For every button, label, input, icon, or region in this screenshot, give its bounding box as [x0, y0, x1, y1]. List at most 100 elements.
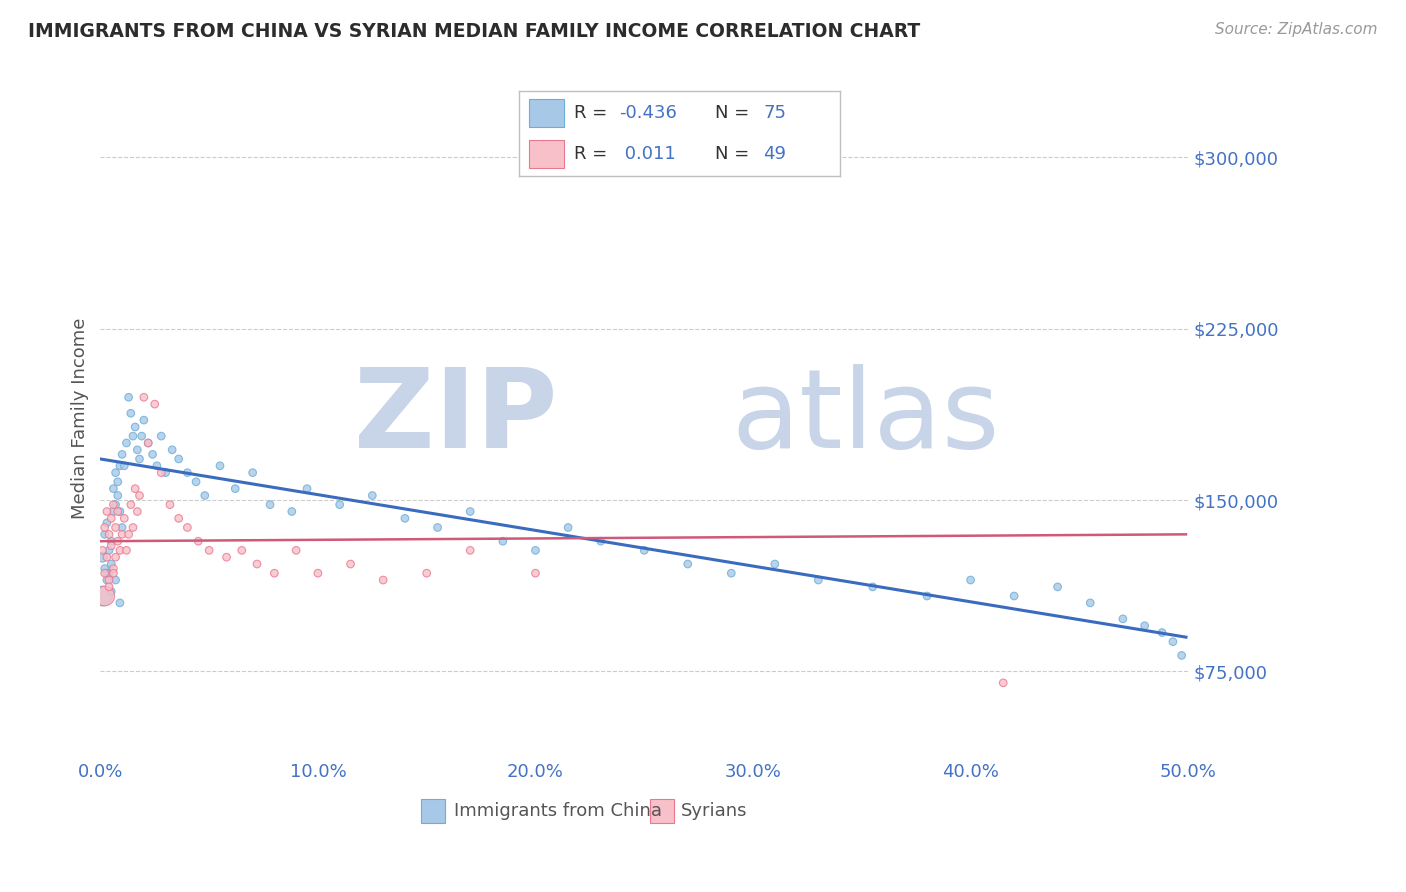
Point [111, 527, 134, 541]
Point [91, 589, 114, 603]
Point [96, 566, 118, 581]
Point [150, 429, 173, 443]
Point [146, 458, 169, 473]
Point [132, 413, 155, 427]
Point [862, 580, 884, 594]
Point [120, 406, 142, 420]
Point [108, 458, 131, 473]
Point [91, 543, 114, 558]
Point [117, 527, 139, 541]
Point [131, 429, 153, 443]
Point [127, 442, 149, 457]
Point [111, 520, 134, 534]
FancyBboxPatch shape [650, 799, 673, 823]
Point [91, 550, 114, 565]
Point [136, 436, 159, 450]
Point [115, 436, 138, 450]
Point [1150, 625, 1173, 640]
Point [1002, 589, 1025, 603]
Point [117, 390, 139, 404]
Point [1161, 634, 1184, 648]
Point [100, 539, 122, 553]
Point [959, 573, 981, 587]
Point [329, 498, 352, 512]
Point [524, 543, 547, 558]
Point [112, 458, 135, 473]
Point [194, 489, 217, 503]
Point [295, 482, 318, 496]
Point [589, 534, 612, 549]
Point [93, 527, 115, 541]
Point [122, 429, 145, 443]
Point [107, 504, 129, 518]
Point [208, 458, 231, 473]
Point [93, 566, 115, 581]
Point [915, 589, 938, 603]
Point [104, 466, 127, 480]
Point [492, 534, 515, 549]
Point [128, 452, 150, 467]
Point [176, 466, 198, 480]
Text: atlas: atlas [731, 364, 1000, 471]
Point [557, 520, 579, 534]
Point [104, 573, 127, 587]
Point [458, 543, 481, 558]
Text: ZIP: ZIP [354, 364, 557, 471]
Point [103, 498, 125, 512]
Point [96, 573, 118, 587]
Point [394, 511, 416, 525]
Point [993, 676, 1015, 690]
Point [763, 557, 786, 571]
Point [242, 466, 264, 480]
Point [1046, 580, 1069, 594]
Text: Immigrants from China: Immigrants from China [454, 802, 662, 820]
Point [104, 520, 127, 534]
Point [281, 504, 304, 518]
Point [127, 504, 149, 518]
Point [104, 550, 127, 565]
Point [108, 504, 131, 518]
Text: Syrians: Syrians [682, 802, 748, 820]
Point [100, 534, 122, 549]
Point [124, 420, 146, 434]
Point [108, 596, 131, 610]
Point [224, 482, 246, 496]
Point [159, 498, 181, 512]
Point [98, 573, 121, 587]
Point [96, 504, 118, 518]
Text: IMMIGRANTS FROM CHINA VS SYRIAN MEDIAN FAMILY INCOME CORRELATION CHART: IMMIGRANTS FROM CHINA VS SYRIAN MEDIAN F… [28, 22, 921, 41]
Point [100, 584, 122, 599]
Point [107, 475, 129, 489]
Point [155, 466, 177, 480]
Point [426, 520, 449, 534]
Point [122, 520, 145, 534]
Point [184, 475, 207, 489]
Point [160, 442, 183, 457]
Point [633, 543, 655, 558]
Point [98, 543, 121, 558]
Point [361, 489, 384, 503]
Point [100, 557, 122, 571]
Point [415, 566, 437, 581]
Point [167, 511, 190, 525]
Point [104, 498, 127, 512]
Point [111, 447, 134, 461]
Point [98, 566, 121, 581]
Text: Source: ZipAtlas.com: Source: ZipAtlas.com [1215, 22, 1378, 37]
Point [676, 557, 699, 571]
Point [143, 397, 166, 411]
Point [132, 390, 155, 404]
Point [112, 511, 135, 525]
Point [807, 573, 830, 587]
Point [103, 504, 125, 518]
Point [124, 482, 146, 496]
Point [231, 543, 253, 558]
Point [246, 557, 269, 571]
Point [93, 520, 115, 534]
Point [136, 436, 159, 450]
Point [524, 566, 547, 581]
Point [93, 561, 115, 575]
Point [103, 566, 125, 581]
Point [307, 566, 329, 581]
Point [100, 511, 122, 525]
